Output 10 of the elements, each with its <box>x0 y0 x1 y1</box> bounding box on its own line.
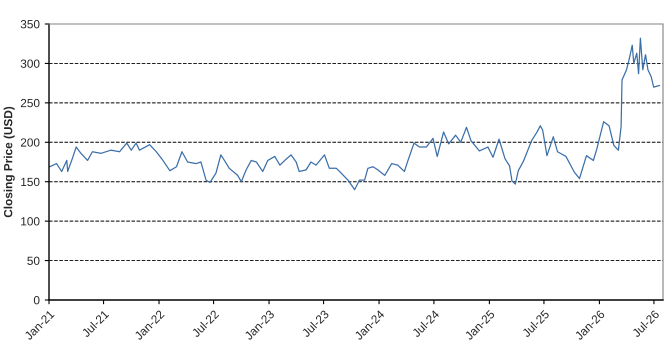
y-tick-label: 200 <box>20 138 40 147</box>
y-tick-label: 350 <box>20 20 40 28</box>
y-tick-label: 0 <box>34 296 40 304</box>
y-tick-label: 100 <box>21 217 40 226</box>
y-tick-label: 150 <box>21 178 40 186</box>
y-axis-title: Closing Price (USD) <box>4 106 15 218</box>
y-tick-label: 250 <box>20 98 40 108</box>
line-series <box>49 38 660 190</box>
y-tick-label: 50 <box>27 256 40 265</box>
y-tick-label: 300 <box>20 59 40 68</box>
